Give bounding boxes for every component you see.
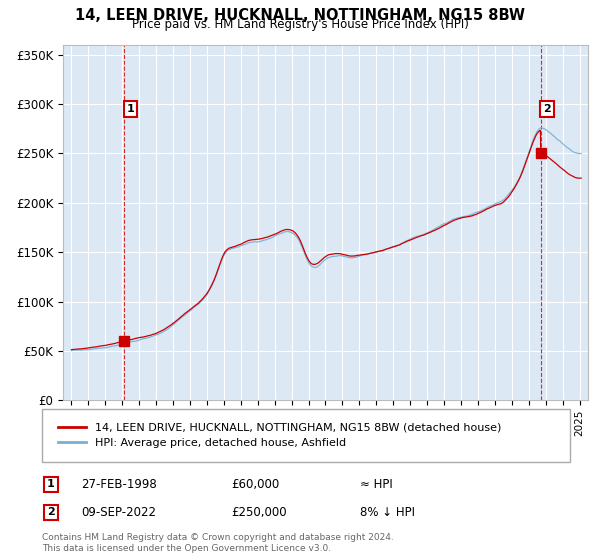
Text: 27-FEB-1998: 27-FEB-1998 [81,478,157,491]
Text: 2: 2 [47,507,55,517]
Text: 2: 2 [543,104,551,114]
Text: 1: 1 [47,479,55,489]
Text: Contains HM Land Registry data © Crown copyright and database right 2024.
This d: Contains HM Land Registry data © Crown c… [42,533,394,553]
Text: ≈ HPI: ≈ HPI [360,478,393,491]
Text: 1: 1 [127,104,134,114]
Text: Price paid vs. HM Land Registry's House Price Index (HPI): Price paid vs. HM Land Registry's House … [131,18,469,31]
Text: 8% ↓ HPI: 8% ↓ HPI [360,506,415,519]
Text: £250,000: £250,000 [231,506,287,519]
Text: 09-SEP-2022: 09-SEP-2022 [81,506,156,519]
Legend: 14, LEEN DRIVE, HUCKNALL, NOTTINGHAM, NG15 8BW (detached house), HPI: Average pr: 14, LEEN DRIVE, HUCKNALL, NOTTINGHAM, NG… [53,417,507,454]
FancyBboxPatch shape [42,409,570,462]
Text: 14, LEEN DRIVE, HUCKNALL, NOTTINGHAM, NG15 8BW: 14, LEEN DRIVE, HUCKNALL, NOTTINGHAM, NG… [75,8,525,24]
Text: £60,000: £60,000 [231,478,279,491]
